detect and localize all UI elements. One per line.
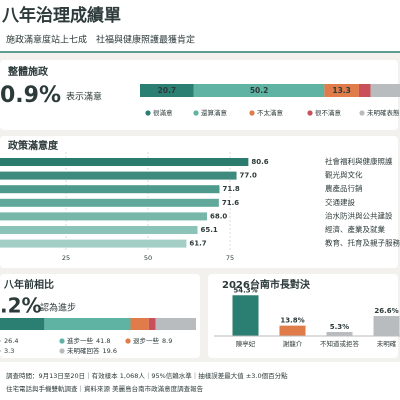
bar bbox=[0, 212, 208, 221]
data-label: 71.8 bbox=[223, 185, 240, 193]
footer-line: 住宅電話與手機雙軌調查｜資料來源 美麗島台南市政滿意度調查報告 bbox=[6, 384, 204, 393]
data-label: 68.0 bbox=[210, 212, 227, 220]
category-label: 經濟、產業及就業 bbox=[325, 224, 385, 234]
footer-bg bbox=[0, 362, 400, 400]
bar bbox=[0, 226, 198, 234]
data-label: 61.7 bbox=[189, 240, 206, 248]
headline: .2% bbox=[0, 294, 42, 318]
legend-swatch bbox=[359, 110, 365, 116]
data-label: 13.8% bbox=[280, 317, 304, 325]
legend-swatch bbox=[59, 338, 65, 344]
card bbox=[208, 274, 398, 358]
bar-segment bbox=[130, 318, 149, 330]
data-label: 13.3 bbox=[332, 86, 351, 95]
footer-line: 調查時間：9月13日至20日｜有效樣本 1,068人｜95%信賴水準｜抽樣誤差最… bbox=[6, 371, 288, 380]
bar-segment bbox=[370, 84, 400, 97]
bar-segment bbox=[324, 84, 359, 97]
card bbox=[0, 274, 200, 358]
legend-entry: 進步一些 41.8 bbox=[67, 336, 110, 345]
legend-value: 19.6 bbox=[103, 347, 117, 355]
bar bbox=[0, 198, 219, 207]
legend-name: 進步很多 bbox=[0, 336, 2, 345]
bar-segment bbox=[148, 318, 156, 330]
legend-value: 8.9 bbox=[162, 337, 172, 345]
bar-segment bbox=[193, 84, 325, 97]
headline-note: 表示滿意 bbox=[66, 91, 102, 103]
legend-swatch bbox=[193, 110, 199, 116]
bar-segment bbox=[0, 318, 45, 330]
legend-value: 3.3 bbox=[4, 347, 14, 355]
category-label: 治水防洪與公共建設 bbox=[325, 210, 393, 220]
headline-note: 認為進步 bbox=[40, 302, 76, 314]
x-tick-label: 25 bbox=[62, 254, 70, 262]
legend-entry: 進步很多26.4 bbox=[0, 336, 18, 345]
legend-name: 進步一些 bbox=[67, 336, 94, 345]
bar-segment bbox=[44, 318, 131, 330]
legend-value: 41.8 bbox=[96, 337, 110, 345]
section-title: 2026台南市長對決 bbox=[222, 278, 311, 291]
legend-entry: 很不滿意 bbox=[315, 108, 342, 117]
legend-name: 不太滿意 bbox=[257, 108, 284, 117]
category-label: 社會福利與健康照護 bbox=[325, 156, 393, 166]
legend-name: 退步一些 bbox=[133, 336, 160, 345]
data-label: 5.3% bbox=[330, 323, 349, 331]
legend-swatch bbox=[307, 110, 313, 116]
legend-entry: 未明確回答 19.6 bbox=[67, 346, 117, 355]
legend-name: 很不滿意 bbox=[315, 108, 342, 117]
legend-entry: 很滿意 bbox=[153, 108, 173, 117]
legend-entry: 退步一些 8.9 bbox=[133, 336, 172, 345]
legend-name: 未明確表態 bbox=[367, 108, 400, 117]
legend-entry: 未明確表態 bbox=[367, 108, 400, 117]
bar bbox=[0, 158, 249, 166]
headline: 0.9% bbox=[0, 83, 61, 108]
bar-segment bbox=[140, 84, 194, 97]
data-label: 65.1 bbox=[201, 226, 218, 234]
x-tick-label: 75 bbox=[226, 254, 234, 262]
legend-swatch bbox=[125, 338, 131, 344]
legend-entry: 還算滿意 bbox=[201, 108, 228, 117]
bar bbox=[232, 295, 259, 336]
category-label: 觀光與文化 bbox=[325, 170, 363, 180]
legend-swatch bbox=[145, 110, 151, 116]
bar bbox=[0, 185, 220, 194]
page-subtitle: 施政滿意度站上七成 社福與健康照護最獲肯定 bbox=[6, 34, 195, 46]
category-label: 教育、托育及親子服務 bbox=[325, 238, 400, 248]
legend-value: 26.4 bbox=[4, 337, 18, 345]
bar-segment bbox=[155, 318, 196, 330]
data-label: 71.6 bbox=[222, 199, 239, 207]
category-label: 不知道或拒答 bbox=[320, 339, 360, 348]
data-label: 80.6 bbox=[251, 158, 268, 166]
category-label: 未明確 bbox=[377, 339, 397, 348]
legend-name: 很滿意 bbox=[153, 108, 173, 117]
data-label: 54.3% bbox=[233, 286, 257, 294]
legend-entry: 退步很多3.3 bbox=[0, 346, 14, 355]
x-tick-label: 50 bbox=[144, 254, 152, 262]
section-title: 整體施政 bbox=[7, 65, 49, 78]
page-title: 八年治理成績單 bbox=[2, 5, 121, 26]
category-label: 謝龍介 bbox=[283, 339, 303, 348]
data-label: 20.7 bbox=[158, 86, 177, 95]
category-label: 農產品行銷 bbox=[325, 183, 363, 193]
data-label: 50.2 bbox=[250, 86, 269, 95]
data-label: 26.6% bbox=[374, 307, 398, 315]
section-title: 政策滿意度 bbox=[8, 139, 59, 152]
data-label: 77.0 bbox=[240, 172, 257, 180]
header-bg bbox=[0, 0, 400, 52]
legend-name: 還算滿意 bbox=[201, 108, 228, 117]
legend-swatch bbox=[249, 110, 255, 116]
bar bbox=[0, 171, 237, 180]
bar bbox=[0, 239, 187, 248]
bar bbox=[279, 325, 306, 336]
legend-entry: 不太滿意 bbox=[257, 108, 284, 117]
section-title: 八年前相比 bbox=[3, 278, 54, 291]
category-label: 陳亭妃 bbox=[236, 339, 256, 348]
legend-swatch bbox=[59, 348, 65, 354]
bar bbox=[373, 316, 400, 336]
bar-segment bbox=[358, 84, 371, 97]
legend-name: 未明確回答 bbox=[67, 346, 100, 355]
legend-name: 退步很多 bbox=[0, 346, 2, 355]
bar bbox=[326, 332, 353, 336]
category-label: 交通建設 bbox=[325, 197, 355, 207]
